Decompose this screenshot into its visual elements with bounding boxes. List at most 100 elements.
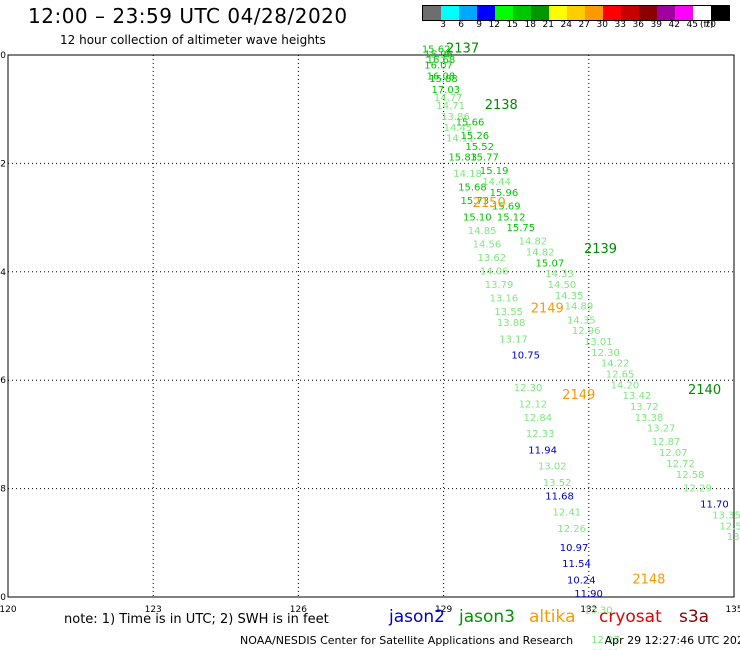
wave-height-value: 15.77	[470, 153, 499, 164]
wave-height-value: 14.35	[555, 291, 584, 302]
wave-height-value: 13.79	[485, 280, 514, 291]
colorbar-tick-label: 21	[542, 20, 554, 30]
wave-height-value: 11.90	[574, 589, 603, 600]
wave-height-value: 17.03	[432, 85, 461, 96]
colorbar-swatch	[459, 6, 477, 20]
latitude-label: -46	[0, 376, 6, 386]
colorbar-tick-label: 6	[458, 20, 464, 30]
wave-height-value: 15.26	[461, 131, 490, 142]
wave-height-value: 15.19	[480, 166, 509, 177]
wave-height-value: 12.33	[526, 429, 555, 440]
legend-s3a: s3a	[679, 607, 710, 627]
wave-height-value: 12.11	[591, 649, 620, 650]
wave-height-value: 13.35	[712, 510, 740, 521]
footer: NOAA/NESDIS Center for Satellite Applica…	[240, 634, 740, 647]
wave-height-value: 13.86	[441, 112, 470, 123]
colorbar-swatch	[513, 6, 531, 20]
wave-height-value: 12.30	[514, 383, 543, 394]
colorbar-swatch	[567, 6, 585, 20]
wave-height-value: 14.35	[567, 315, 596, 326]
pass-time-label: 2138	[485, 98, 518, 113]
wave-height-value: 14.89	[565, 302, 594, 313]
colorbar-swatch	[477, 6, 495, 20]
wave-height-value: 10.24	[567, 575, 596, 586]
chart-subtitle: 12 hour collection of altimeter wave hei…	[60, 33, 326, 47]
colorbar-swatch	[531, 6, 549, 20]
wave-height-value: 14.44	[482, 177, 511, 188]
wave-height-value: 12.96	[572, 326, 601, 337]
wave-height-value: 12.27	[591, 635, 620, 646]
colorbar-unit: (ft)	[700, 20, 714, 30]
wave-height-value: 15.75	[507, 223, 536, 234]
wave-height-value: 13.01	[584, 337, 613, 348]
wave-height-value: 11.68	[545, 491, 574, 502]
wave-height-value: 14.50	[548, 280, 577, 291]
wave-height-value: 15.52	[465, 142, 494, 153]
wave-height-value: 12.12	[519, 399, 548, 410]
wave-height-value: 14.20	[611, 380, 640, 391]
wave-height-value: 12.84	[523, 413, 552, 424]
wave-height-value: 14.82	[519, 237, 548, 248]
latitude-label: -42	[0, 159, 6, 169]
pass-time-label: 2140	[688, 383, 721, 398]
wave-height-value: 13.2	[727, 532, 740, 543]
wave-height-value: 12.65	[606, 369, 635, 380]
colorbar-swatch	[585, 6, 603, 20]
longitude-label: 132	[580, 605, 597, 615]
wave-height-value: 15.69	[492, 201, 521, 212]
chart-title: 12:00 – 23:59 UTC 04/28/2020	[28, 4, 348, 28]
wave-height-value: 13.27	[647, 424, 676, 435]
colorbar-tick-label: 15	[506, 20, 518, 30]
pass-time-label: 2137	[446, 41, 479, 56]
wave-height-value: 16.68	[427, 55, 456, 66]
wave-height-value: 15.96	[424, 50, 453, 61]
latitude-label: -48	[0, 485, 6, 495]
colorbar-swatch	[675, 6, 693, 20]
pass-time-label: 2149	[531, 301, 564, 316]
wave-height-value: 15.66	[456, 117, 485, 128]
colorbar-tick-label: 18	[524, 20, 536, 30]
wave-height-value: 15.10	[463, 212, 492, 223]
pass-time-label: 2148	[632, 572, 665, 587]
colorbar-swatch	[657, 6, 675, 20]
wave-height-value: 15.07	[536, 258, 565, 269]
colorbar-tick-label: 27	[578, 20, 590, 30]
wave-height-value: 12.30	[591, 348, 620, 359]
wave-height-value: 12.26	[557, 524, 586, 535]
wave-height-value: 15.88	[429, 74, 458, 85]
colorbar-swatch	[441, 6, 459, 20]
pass-time-label: 2150	[473, 196, 506, 211]
colorbar-tick-label: 33	[614, 20, 626, 30]
wave-height-value: 13.38	[635, 413, 664, 424]
colorbar-tick-label: 3	[440, 20, 446, 30]
wave-height-value: 15.73	[461, 196, 490, 207]
wave-height-value: 15.96	[490, 188, 519, 199]
wave-height-value: 14.22	[601, 359, 630, 370]
colorbar-swatch	[603, 6, 621, 20]
legend-jason3: jason3	[459, 607, 515, 627]
wave-height-value: 12.07	[659, 448, 688, 459]
wave-height-value: 14.18	[453, 169, 482, 180]
wave-height-value: 14.11	[446, 134, 475, 145]
colorbar-swatch	[711, 6, 729, 20]
wave-height-value: 13.30	[584, 605, 613, 616]
colorbar-tick-label: 12	[488, 20, 500, 30]
wave-height-value: 11.54	[562, 559, 591, 570]
wave-height-value: 13.17	[499, 334, 528, 345]
colorbar-swatch	[549, 6, 567, 20]
legend-altika: altika	[529, 607, 576, 627]
wave-height-value: 12.41	[553, 508, 582, 519]
wave-height-value: 10.75	[511, 351, 540, 362]
wave-height-value: 13.52	[543, 478, 572, 489]
colorbar-tick-label: 45	[686, 20, 698, 30]
footer-timestamp: Apr 29 12:27:46 UTC 2020	[604, 634, 740, 647]
wave-height-value: 14.77	[434, 93, 463, 104]
wave-height-value: 13.62	[477, 253, 506, 264]
wave-height-value: 13.88	[497, 318, 526, 329]
wave-height-value: 12.58	[676, 470, 705, 481]
wave-height-value: 15.83	[448, 153, 477, 164]
colorbar-swatch	[639, 6, 657, 20]
wave-height-value: 14.06	[480, 267, 509, 278]
wave-height-value: 15.62	[422, 44, 451, 55]
wave-height-value: 13.55	[494, 307, 523, 318]
